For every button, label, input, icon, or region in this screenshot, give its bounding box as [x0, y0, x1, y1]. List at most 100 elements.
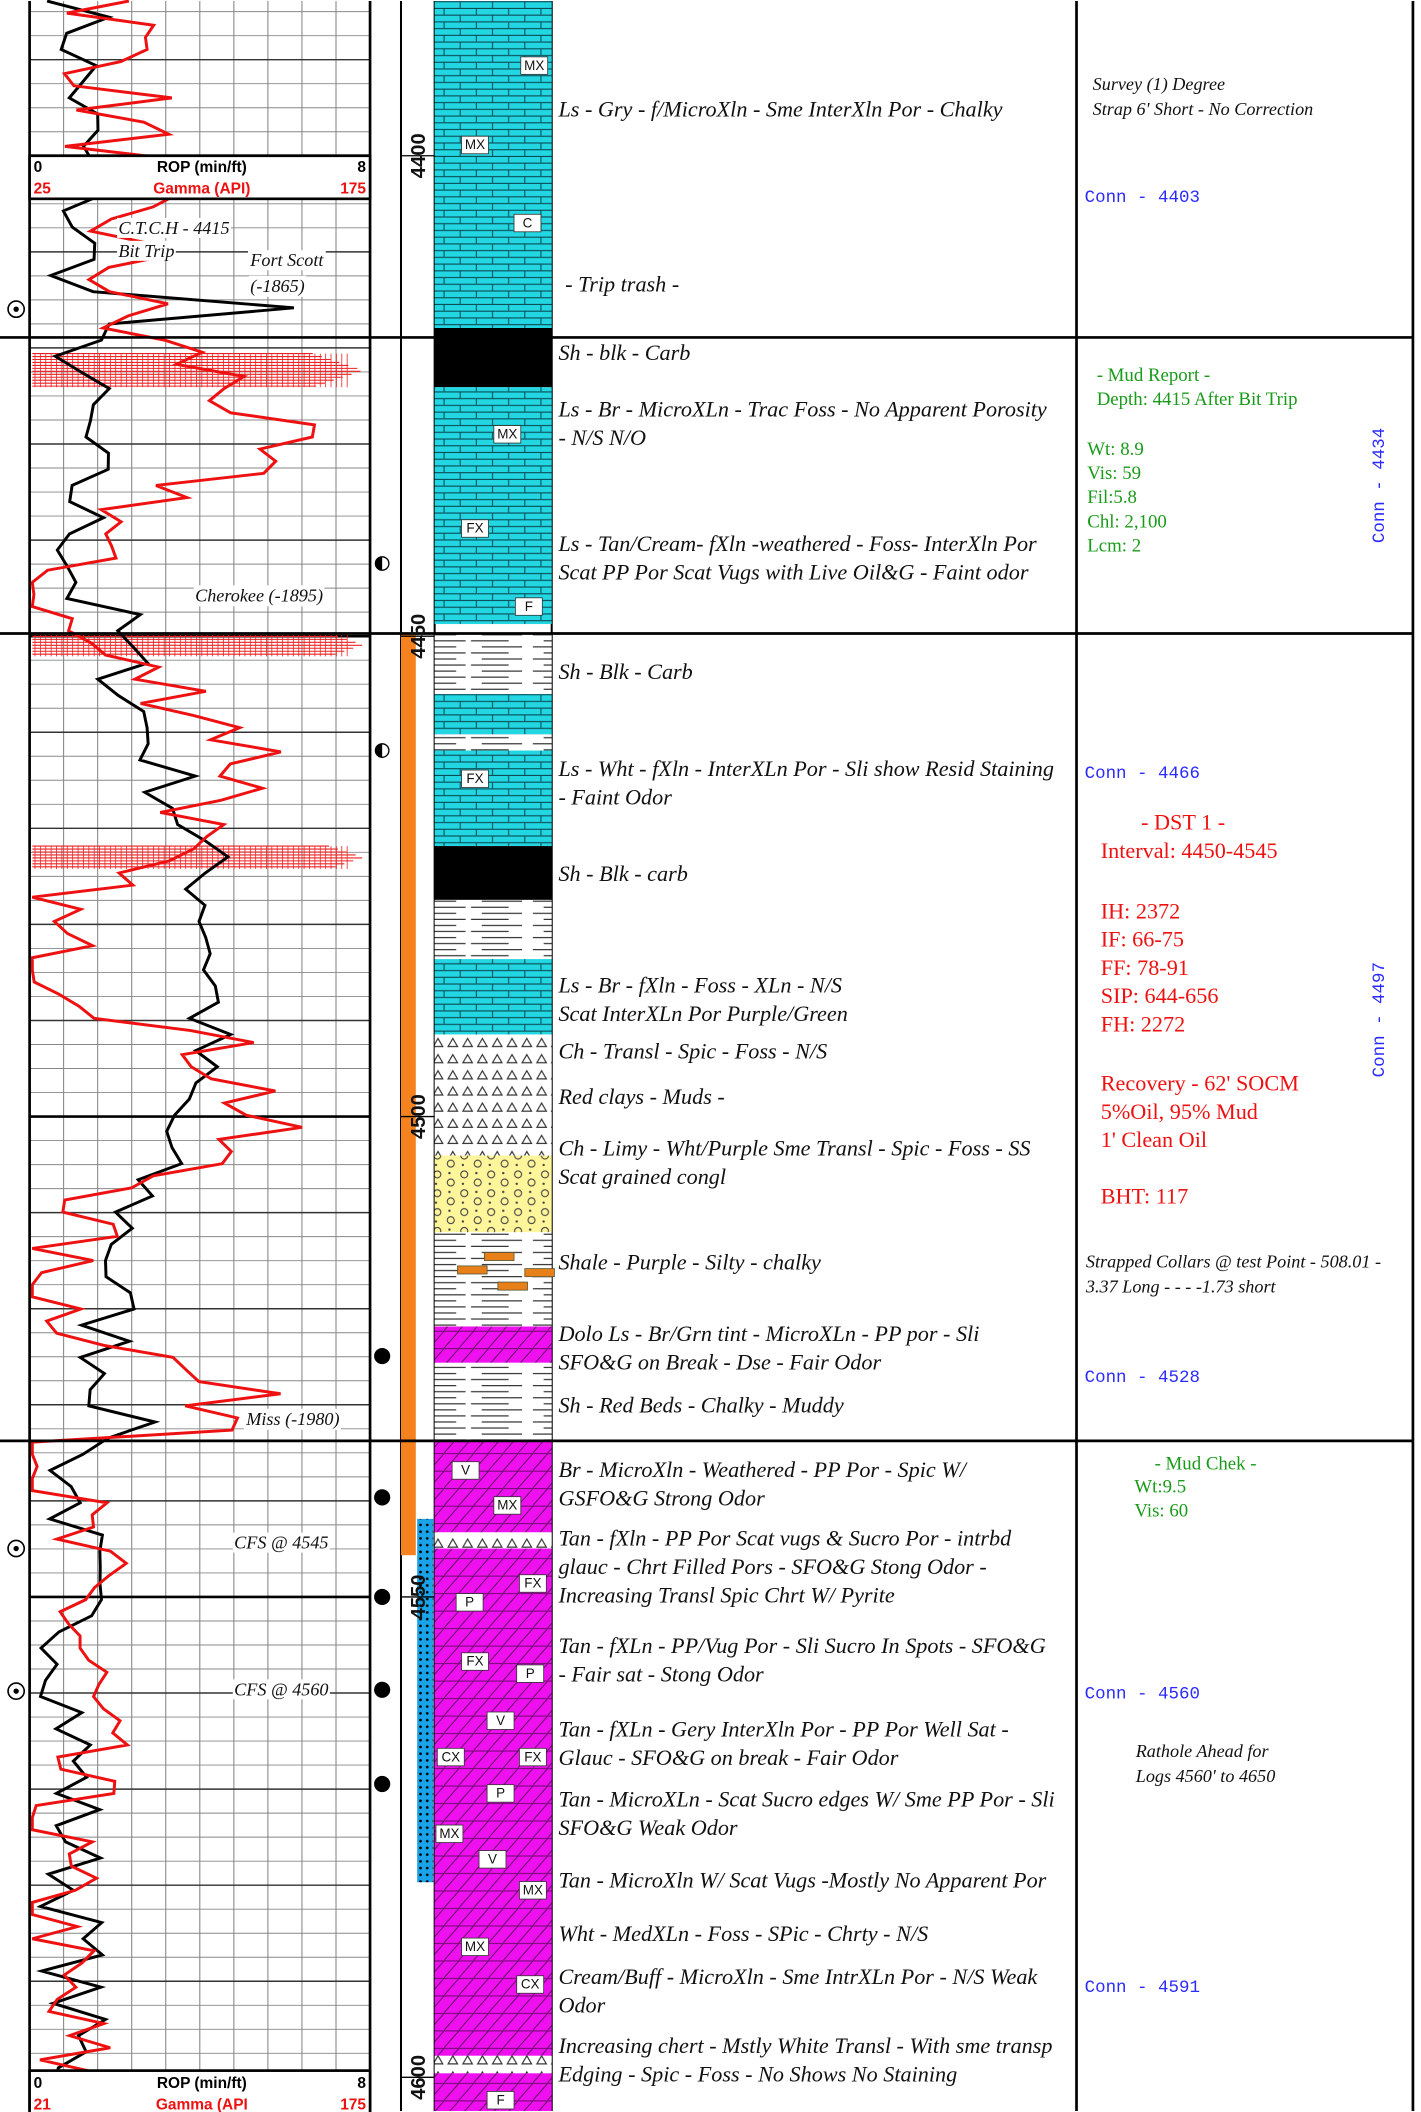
- lithology-symbol: P: [465, 1595, 474, 1610]
- remark: Conn - 4560: [1085, 1684, 1200, 1704]
- lithology-description: Ls - Br - MicroXLn - Trac Foss - No Appa…: [557, 397, 1046, 422]
- lithology-symbol: MX: [524, 58, 544, 73]
- remark: - Mud Chek -: [1155, 1453, 1257, 1474]
- symbol-box: [519, 1881, 547, 1900]
- depth-label: 4400: [408, 133, 430, 178]
- remark: FF: 78-91: [1101, 955, 1189, 980]
- remark: Strap 6' Short - No Correction: [1093, 99, 1314, 119]
- lithology-symbol: CX: [441, 1749, 460, 1764]
- remark: Wt: 8.9: [1087, 439, 1143, 460]
- symbol-box: [461, 769, 489, 788]
- symbol-box: [461, 1652, 489, 1671]
- remark: - Mud Report -: [1097, 365, 1210, 386]
- gamma-min: 21: [34, 2097, 52, 2112]
- lithology-layer: [434, 1440, 552, 1533]
- lithology-accent: [497, 1281, 528, 1291]
- symbol-box: [461, 135, 489, 155]
- text-layer: MX MX C MX FX F FX V MX FX P FX P V CX FX P MX V MX MX CX F 0 RO…: [7, 56, 1390, 2112]
- note-background: [247, 250, 326, 271]
- symbol-box: [461, 1937, 489, 1956]
- lithology-symbol: MX: [497, 1498, 517, 1513]
- note-background: [248, 275, 307, 297]
- lithology-description: Ch - Transl - Spic - Foss - N/S: [558, 1038, 827, 1063]
- remark: Vis: 59: [1087, 463, 1141, 484]
- symbol-box: [519, 1747, 547, 1767]
- remark: 3.37 Long - - - -1.73 short: [1085, 1276, 1277, 1296]
- depth-label: 4500: [408, 1094, 430, 1139]
- lithology-description: Tan - fXLn - Gery InterXln Por - PP Por …: [558, 1717, 1008, 1742]
- remark: Depth: 4415 After Bit Trip: [1097, 389, 1298, 410]
- lithology-symbol: V: [496, 1713, 505, 1728]
- lithology-symbol: C: [523, 215, 533, 230]
- lithology-layer: [434, 1532, 552, 1549]
- lithology-description: Tan - MicroXln W/ Scat Vugs -Mostly No A…: [558, 1867, 1046, 1892]
- lithology-description: Tan - MicroXLn - Scat Sucro edges W/ Sme…: [558, 1787, 1054, 1812]
- lithology-description: - Faint Odor: [558, 784, 672, 809]
- note-background: [117, 217, 231, 238]
- lithology-layer: [434, 734, 552, 751]
- lithology-description: Scat InterXLn Por Purple/Green: [558, 1001, 847, 1026]
- lithology-description: Increasing chert - Mstly White Transl - …: [557, 2033, 1052, 2058]
- lithology-description: - N/S N/O: [558, 425, 646, 450]
- lithology-layer: [434, 2055, 552, 2074]
- lithology-description: Sh - blk - Carb: [558, 340, 690, 365]
- lithology-description: Red clays - Muds -: [557, 1084, 724, 1109]
- formation-note: Bit Trip: [118, 241, 174, 261]
- show-marker: [374, 1348, 391, 1365]
- lithology-description: Tan - fXLn - PP/Vug Por - Sli Sucro In S…: [558, 1633, 1045, 1658]
- note-background: [193, 585, 325, 607]
- lithology-accent: [524, 1268, 555, 1278]
- target-marker: [13, 306, 19, 312]
- gamma-label: Gamma (API: [156, 2097, 248, 2112]
- lithology-description: Wht - MedXLn - Foss - SPic - Chrty - N/S: [558, 1921, 928, 1946]
- lithology-description: Dolo Ls - Br/Grn tint - MicroXLn - PP po…: [557, 1321, 979, 1346]
- remark: Strapped Collars @ test Point - 508.01 -: [1086, 1251, 1381, 1271]
- formation-note: (-1865): [250, 276, 304, 297]
- lithology-symbol: MX: [465, 137, 485, 152]
- remark: Vis: 60: [1134, 1501, 1188, 1522]
- symbol-box: [519, 1574, 547, 1593]
- symbol-box: [455, 1593, 484, 1612]
- lithology-description: Shale - Purple - Silty - chalky: [558, 1250, 821, 1275]
- lithology-layer: [434, 1155, 552, 1233]
- lithology-symbol: P: [526, 1666, 535, 1681]
- depth-label: 4550: [408, 1575, 430, 1620]
- lithology-description: Increasing Transl Spic Chrt W/ Pyrite: [557, 1583, 894, 1608]
- remark: Conn - 4434: [1370, 428, 1390, 543]
- lithology-description: - Trip trash -: [565, 271, 679, 296]
- lithology-accent: [484, 1252, 515, 1261]
- lithology-description: Tan - fXln - PP Por Scat vugs & Sucro Po…: [558, 1526, 1012, 1551]
- lithology-description: Odor: [558, 1993, 605, 2018]
- formation-note: CFS @ 4545: [234, 1533, 328, 1553]
- remark: Recovery - 62' SOCM: [1101, 1071, 1299, 1096]
- dst-interval-bar: [401, 633, 416, 1556]
- lithology-layer: [434, 1034, 552, 1156]
- show-marker: [374, 1489, 391, 1506]
- lithology-description: Sh - Red Beds - Chalky - Muddy: [558, 1392, 843, 1417]
- lithology-description: Edging - Spic - Foss - No Shows No Stain…: [557, 2061, 957, 2086]
- lithology-description: Glauc - SFO&G on break - Fair Odor: [558, 1745, 898, 1770]
- remark: Rathole Ahead for: [1135, 1741, 1270, 1761]
- show-marker: [374, 1588, 391, 1606]
- formation-note: CFS @ 4560: [234, 1679, 328, 1699]
- lithology-accent: [457, 1265, 488, 1275]
- lithology-symbol: MX: [497, 427, 517, 442]
- remark: Lcm: 2: [1087, 536, 1141, 557]
- remark: Chl: 2,100: [1087, 511, 1167, 532]
- remark: Wt:9.5: [1134, 1476, 1186, 1497]
- lithology-description: Scat grained congl: [558, 1164, 726, 1189]
- lithology-symbol: FX: [524, 1576, 541, 1591]
- lithology-description: Br - MicroXln - Weathered - PP Por - Spi…: [558, 1457, 967, 1482]
- lithology-layer: [434, 750, 552, 847]
- remark: BHT: 117: [1101, 1184, 1188, 1209]
- symbol-box: [516, 1664, 545, 1683]
- remark: - DST 1 -: [1141, 810, 1225, 835]
- remark: IH: 2372: [1101, 898, 1181, 923]
- rop-max: 8: [357, 159, 366, 176]
- symbol-box: [514, 597, 543, 616]
- lithology-symbol: CX: [521, 1977, 540, 1992]
